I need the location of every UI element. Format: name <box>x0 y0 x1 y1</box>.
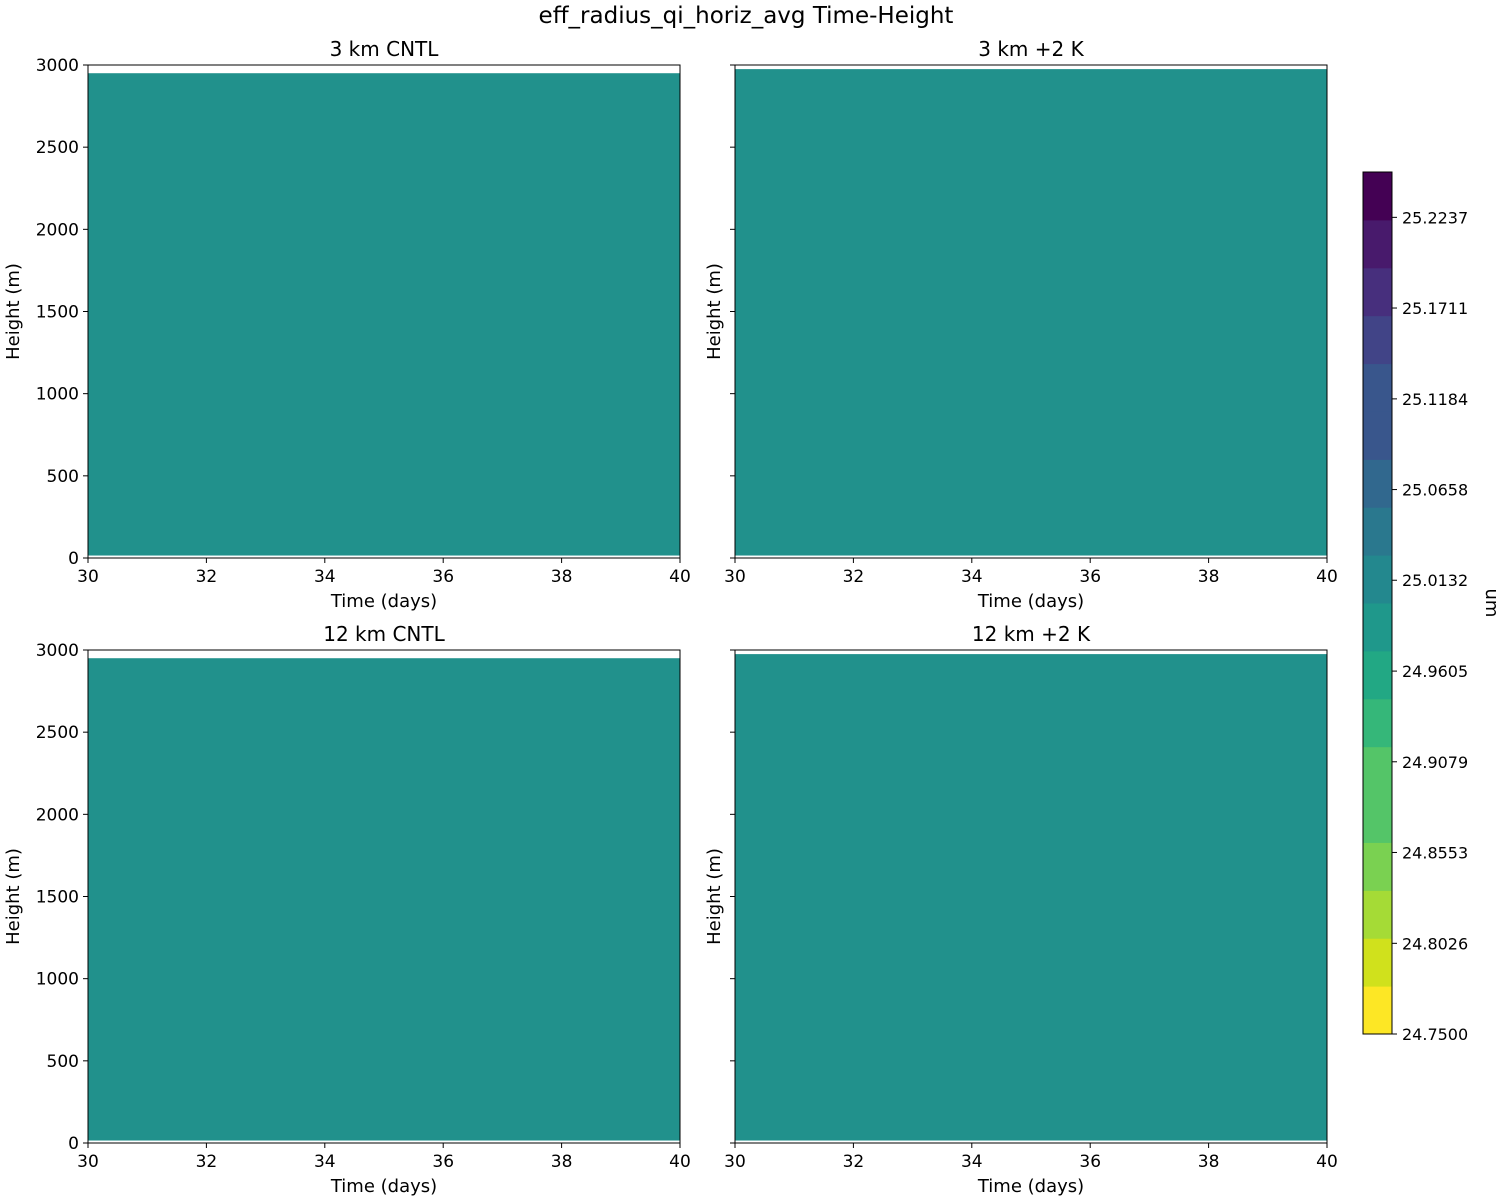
y-tick-label: 2500 <box>36 723 79 743</box>
colorbar-segment <box>1363 890 1392 939</box>
panels: 3 km CNTL 30 32 34 36 38 40 0 500 1000 1500 2000 250… <box>3 37 1338 1197</box>
x-tick-label: 40 <box>669 567 691 587</box>
panel-title: 3 km CNTL <box>330 37 440 61</box>
x-axis-label: Time (days) <box>977 1176 1084 1197</box>
colorbar-tick-label: 25.0658 <box>1402 481 1468 500</box>
colorbar-label: um <box>1481 589 1500 618</box>
y-tick-label: 0 <box>68 549 79 569</box>
x-tick-label: 30 <box>724 1152 746 1172</box>
colorbar-segment <box>1363 507 1392 556</box>
figure-title: eff_radius_qi_horiz_avg Time-Height <box>539 3 954 29</box>
colorbar-tick-label: 24.7500 <box>1402 1025 1468 1044</box>
y-axis-label: Height (m) <box>3 263 24 360</box>
colorbar-segment <box>1363 842 1392 891</box>
x-tick-label: 38 <box>1198 1152 1220 1172</box>
x-axis-label: Time (days) <box>330 591 437 612</box>
panel-field <box>735 69 1327 556</box>
colorbar-segment <box>1363 267 1392 317</box>
colorbar-segment <box>1363 172 1392 221</box>
x-tick-label: 32 <box>843 1152 865 1172</box>
panel-field <box>88 658 680 1141</box>
colorbar-segment <box>1363 986 1392 1035</box>
y-tick-label: 2000 <box>36 805 79 825</box>
colorbar-tick-label: 24.8026 <box>1402 934 1468 953</box>
colorbar-segment <box>1363 603 1392 652</box>
y-tick-label: 0 <box>68 1134 79 1154</box>
y-tick-label: 1000 <box>36 385 79 405</box>
panel-title: 3 km +2 K <box>978 37 1084 61</box>
y-tick-label: 500 <box>47 467 79 487</box>
colorbar-tick-label: 25.1184 <box>1402 390 1468 409</box>
colorbar-tick-label: 24.8553 <box>1402 843 1468 862</box>
panel-title: 12 km CNTL <box>323 622 445 646</box>
panel-2: 3 km +2 K 30 32 34 36 38 40 Time (days) Height (… <box>704 37 1338 612</box>
colorbar-segment <box>1363 794 1392 843</box>
colorbar-segment <box>1363 938 1392 987</box>
x-tick-label: 34 <box>314 567 336 587</box>
colorbar-segment <box>1363 411 1392 460</box>
x-tick-label: 36 <box>432 567 454 587</box>
y-tick-label: 1500 <box>36 888 79 908</box>
x-tick-label: 40 <box>1316 1152 1338 1172</box>
x-axis-label: Time (days) <box>977 591 1084 612</box>
x-tick-label: 32 <box>196 1152 218 1172</box>
y-tick-label: 1000 <box>36 970 79 990</box>
colorbar-segment <box>1363 746 1392 796</box>
x-tick-label: 36 <box>432 1152 454 1172</box>
x-tick-label: 34 <box>961 567 983 587</box>
x-tick-label: 30 <box>77 1152 99 1172</box>
panel-field <box>735 654 1327 1141</box>
x-tick-label: 38 <box>551 567 573 587</box>
colorbar-segment <box>1363 459 1392 508</box>
colorbar-frame <box>1362 171 1393 1035</box>
colorbar-segment <box>1363 555 1392 604</box>
colorbar-tick-label: 25.2237 <box>1402 208 1468 227</box>
colorbar-tick-label: 25.1711 <box>1402 299 1468 318</box>
panel-field <box>88 73 680 556</box>
panel-1: 3 km CNTL 30 32 34 36 38 40 0 500 1000 1500 2000 250… <box>3 37 691 612</box>
y-axis-label: Height (m) <box>704 263 725 360</box>
x-tick-label: 32 <box>196 567 218 587</box>
colorbar: 24.7500 24.8026 24.8553 24.9079 24.9605 25.01… <box>1362 171 1500 1044</box>
colorbar-segment <box>1363 698 1392 748</box>
y-tick-label: 2000 <box>36 220 79 240</box>
panel-title: 12 km +2 K <box>972 622 1091 646</box>
y-tick-label: 3000 <box>36 56 79 76</box>
colorbar-segment <box>1363 363 1392 412</box>
colorbar-tick-label: 25.0132 <box>1402 571 1468 590</box>
panel-3: 12 km CNTL 30 32 34 36 38 40 0 500 1000 1500 2000 25… <box>3 622 691 1197</box>
y-axis-label: Height (m) <box>3 848 24 945</box>
x-tick-label: 34 <box>961 1152 983 1172</box>
colorbar-tick-label: 24.9079 <box>1402 753 1468 772</box>
x-tick-label: 40 <box>669 1152 691 1172</box>
colorbar-segment <box>1363 219 1392 269</box>
x-tick-label: 38 <box>1198 567 1220 587</box>
x-tick-label: 38 <box>551 1152 573 1172</box>
y-tick-label: 2500 <box>36 138 79 158</box>
colorbar-segment <box>1363 315 1392 365</box>
x-axis-label: Time (days) <box>330 1176 437 1197</box>
panel-4: 12 km +2 K 30 32 34 36 38 40 Time (days) Height … <box>704 622 1338 1197</box>
x-tick-label: 32 <box>843 567 865 587</box>
colorbar-segment <box>1363 650 1392 700</box>
x-tick-label: 30 <box>724 567 746 587</box>
y-axis-label: Height (m) <box>704 848 725 945</box>
x-tick-label: 36 <box>1079 567 1101 587</box>
colorbar-tick-label: 24.9605 <box>1402 662 1468 681</box>
y-tick-label: 500 <box>47 1052 79 1072</box>
x-tick-label: 36 <box>1079 1152 1101 1172</box>
x-tick-label: 34 <box>314 1152 336 1172</box>
y-tick-label: 1500 <box>36 303 79 323</box>
x-tick-label: 30 <box>77 567 99 587</box>
y-tick-label: 3000 <box>36 641 79 661</box>
x-tick-label: 40 <box>1316 567 1338 587</box>
